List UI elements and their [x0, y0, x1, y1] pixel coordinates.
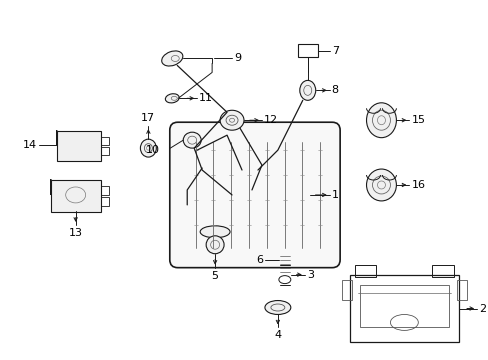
Text: 11: 11	[199, 93, 213, 103]
Text: 12: 12	[264, 115, 278, 125]
Text: 6: 6	[255, 255, 263, 265]
Ellipse shape	[299, 80, 315, 100]
Ellipse shape	[165, 94, 179, 103]
Ellipse shape	[366, 103, 396, 138]
Text: 15: 15	[410, 115, 425, 125]
Bar	[101, 147, 108, 155]
Bar	[431, 265, 453, 276]
Ellipse shape	[200, 226, 229, 238]
Bar	[51, 180, 101, 212]
Text: 9: 9	[234, 54, 241, 63]
Text: 13: 13	[68, 228, 82, 238]
Ellipse shape	[162, 51, 183, 66]
Text: 7: 7	[331, 45, 338, 55]
Ellipse shape	[183, 132, 201, 148]
Text: 8: 8	[331, 85, 338, 95]
Bar	[101, 137, 108, 145]
Bar	[57, 131, 101, 161]
Ellipse shape	[206, 236, 224, 254]
Bar	[341, 280, 351, 300]
Text: 2: 2	[478, 303, 485, 314]
Bar	[101, 186, 108, 195]
Text: 1: 1	[331, 190, 338, 200]
FancyBboxPatch shape	[169, 122, 340, 268]
Ellipse shape	[140, 139, 156, 157]
Bar	[349, 275, 458, 342]
Text: 17: 17	[141, 113, 155, 123]
Text: 5: 5	[211, 271, 218, 281]
Text: 16: 16	[410, 180, 425, 190]
Text: 3: 3	[306, 270, 313, 280]
Ellipse shape	[366, 169, 396, 201]
Ellipse shape	[220, 110, 244, 130]
Text: 4: 4	[274, 330, 281, 341]
Bar	[359, 285, 448, 328]
Ellipse shape	[264, 301, 290, 315]
Bar	[456, 280, 466, 300]
Bar	[297, 44, 317, 58]
Bar	[354, 265, 376, 276]
Text: 10: 10	[146, 145, 160, 155]
Text: 14: 14	[22, 140, 37, 150]
Bar	[101, 197, 108, 206]
